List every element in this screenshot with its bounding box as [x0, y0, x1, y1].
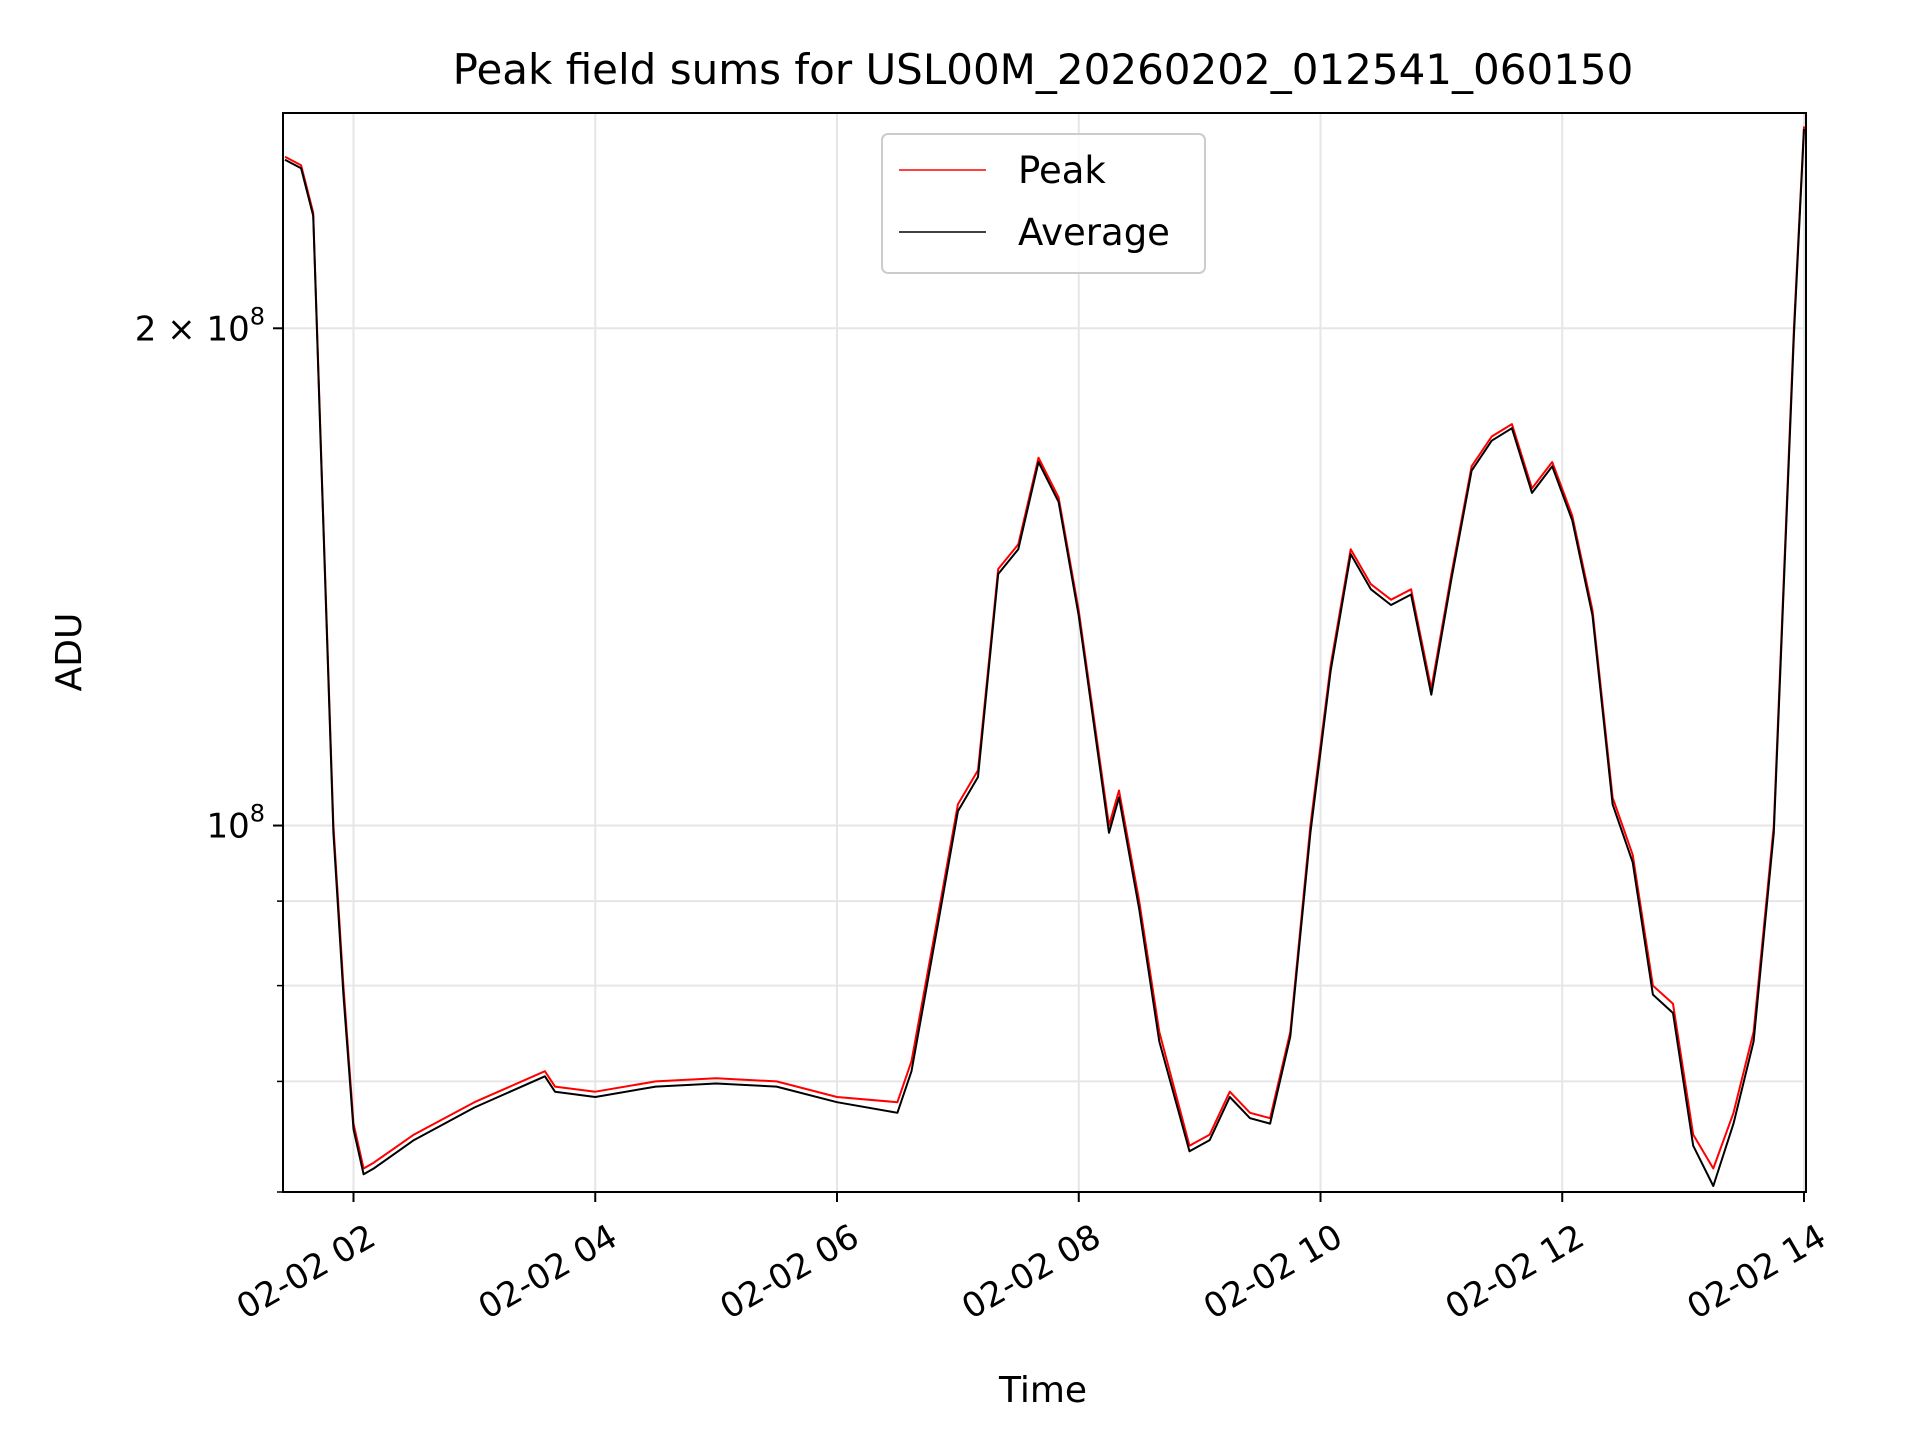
x-tick-label: 02-02 14: [1680, 1217, 1832, 1328]
x-tick-label: 02-02 02: [230, 1217, 382, 1328]
legend-box: [881, 133, 1206, 274]
legend-label-peak: Peak: [1018, 149, 1106, 192]
x-tick-label: 02-02 04: [472, 1217, 624, 1328]
x-axis: 02-02 02 02-02 04 02-02 06 02-02 08 02-02 10…: [230, 1192, 1833, 1328]
grid-lines: [283, 113, 1806, 1193]
y-axis-label: ADU: [49, 613, 90, 692]
series-lines: [284, 126, 1805, 1187]
y-axis: 108 2 × 108: [135, 302, 283, 1193]
chart-title: Peak field sums for USL00M_20260202_0125…: [453, 45, 1634, 94]
y-tick-label: 2 × 108: [135, 302, 265, 349]
x-tick-label: 02-02 06: [714, 1217, 866, 1328]
plot-area: [282, 112, 1807, 1193]
series-line-peak: [284, 126, 1805, 1170]
y-tick-label: 108: [206, 800, 265, 847]
x-tick-label: 02-02 10: [1197, 1217, 1349, 1328]
x-axis-label: Time: [998, 1370, 1087, 1411]
legend: Peak Average: [881, 133, 1206, 274]
legend-label-average: Average: [1018, 211, 1170, 254]
series-line-average: [284, 129, 1805, 1187]
x-tick-label: 02-02 12: [1439, 1217, 1591, 1328]
x-tick-label: 02-02 08: [955, 1217, 1107, 1328]
